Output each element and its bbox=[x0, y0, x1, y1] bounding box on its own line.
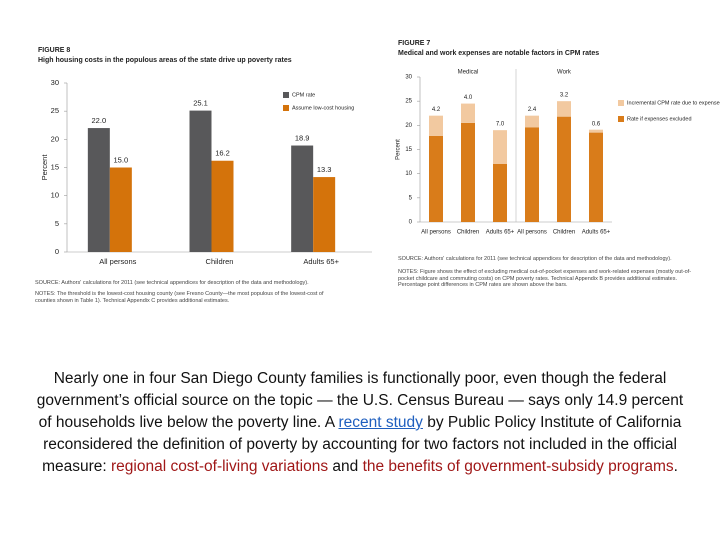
paragraph: Nearly one in four San Diego County fami… bbox=[30, 368, 690, 478]
figure-label: FIGURE 7 bbox=[398, 40, 430, 47]
y-tick-label: 30 bbox=[51, 78, 59, 87]
figure-label: FIGURE 8 bbox=[38, 47, 70, 54]
x-tick-label: Adults 65+ bbox=[582, 230, 611, 236]
bar bbox=[189, 110, 212, 252]
data-label: 2.4 bbox=[528, 107, 537, 113]
text: . bbox=[673, 458, 678, 475]
data-label: 7.0 bbox=[496, 122, 505, 128]
group-label: Medical bbox=[458, 70, 479, 76]
y-axis-label: Percent bbox=[40, 154, 49, 181]
highlight: regional cost-of-living variations bbox=[110, 458, 329, 475]
chart-title: Medical and work expenses are notable fa… bbox=[398, 50, 599, 57]
y-tick-label: 25 bbox=[51, 106, 59, 115]
bar-segment bbox=[493, 130, 507, 164]
y-tick-label: 20 bbox=[405, 123, 412, 129]
x-tick-label: Children bbox=[206, 257, 234, 266]
y-tick-label: 25 bbox=[405, 99, 412, 105]
text: and bbox=[328, 458, 363, 475]
bar-segment bbox=[525, 127, 539, 222]
bar-segment bbox=[557, 101, 571, 117]
data-label: 25.1 bbox=[193, 99, 208, 108]
bar-segment bbox=[589, 129, 603, 133]
bar bbox=[87, 128, 110, 252]
y-tick-label: 20 bbox=[51, 134, 59, 143]
x-tick-label: All persons bbox=[517, 230, 547, 236]
bar-segment bbox=[589, 132, 603, 222]
data-label: 15.0 bbox=[114, 155, 129, 164]
highlight: the benefits of government-subsidy progr… bbox=[362, 458, 674, 475]
y-tick-label: 30 bbox=[405, 75, 412, 81]
y-axis-label: Percent bbox=[396, 139, 402, 160]
y-tick-label: 15 bbox=[51, 162, 59, 171]
data-label: 22.0 bbox=[92, 116, 107, 125]
legend-swatch bbox=[283, 105, 289, 111]
bar bbox=[109, 167, 132, 252]
x-tick-label: Children bbox=[457, 230, 479, 236]
bar-segment bbox=[493, 164, 507, 222]
data-label: 13.3 bbox=[317, 165, 332, 174]
text: by Public Policy Institute of California… bbox=[42, 414, 682, 475]
source-note: SOURCE: Authors' calculations for 2011 (… bbox=[35, 280, 309, 286]
data-label: 16.2 bbox=[215, 149, 230, 158]
bar-segment bbox=[429, 135, 443, 222]
data-label: 0.6 bbox=[592, 121, 601, 127]
bar bbox=[211, 160, 234, 252]
group-label: Work bbox=[557, 70, 572, 76]
x-tick-label: Adults 65+ bbox=[303, 257, 339, 266]
bar-segment bbox=[461, 103, 475, 123]
legend-swatch bbox=[618, 116, 624, 122]
y-tick-label: 0 bbox=[409, 220, 413, 226]
data-label: 4.0 bbox=[464, 95, 473, 101]
bar-segment bbox=[429, 115, 443, 136]
bar-segment bbox=[525, 115, 539, 128]
legend-label: Incremental CPM rate due to expenses bbox=[627, 100, 720, 106]
notes: NOTES: The threshold is the lowest-cost … bbox=[35, 291, 324, 304]
notes: NOTES: Figure shows the effect of exclud… bbox=[398, 269, 692, 289]
link[interactable]: recent study bbox=[338, 414, 423, 431]
y-tick-label: 10 bbox=[405, 171, 412, 177]
bar bbox=[313, 177, 336, 252]
x-tick-label: All persons bbox=[99, 257, 136, 266]
x-tick-label: Children bbox=[553, 230, 575, 236]
legend-label: Assume low-cost housing bbox=[292, 105, 354, 111]
legend-swatch bbox=[283, 92, 289, 98]
y-tick-label: 0 bbox=[55, 247, 59, 256]
legend-label: Rate if expenses excluded bbox=[627, 116, 692, 122]
y-tick-label: 5 bbox=[409, 195, 413, 201]
data-label: 4.2 bbox=[432, 107, 441, 113]
x-tick-label: All persons bbox=[421, 230, 451, 236]
data-label: 3.2 bbox=[560, 93, 569, 99]
legend-label: CPM rate bbox=[292, 92, 315, 98]
data-label: 18.9 bbox=[295, 134, 310, 143]
x-tick-label: Adults 65+ bbox=[486, 230, 515, 236]
text: Nearly one in four San Diego County fami… bbox=[36, 370, 684, 431]
bar bbox=[291, 145, 314, 252]
bar-segment bbox=[461, 122, 475, 222]
y-tick-label: 10 bbox=[51, 191, 59, 200]
bar-segment bbox=[557, 116, 571, 222]
legend-swatch bbox=[618, 100, 624, 106]
chart-title: High housing costs in the populous areas… bbox=[38, 57, 292, 64]
y-tick-label: 5 bbox=[55, 219, 59, 228]
charts: FIGURE 8 High housing costs in the populo… bbox=[38, 40, 720, 266]
source-note: SOURCE: Authors' calculations for 2011 (… bbox=[398, 256, 672, 262]
y-tick-label: 15 bbox=[405, 147, 412, 153]
